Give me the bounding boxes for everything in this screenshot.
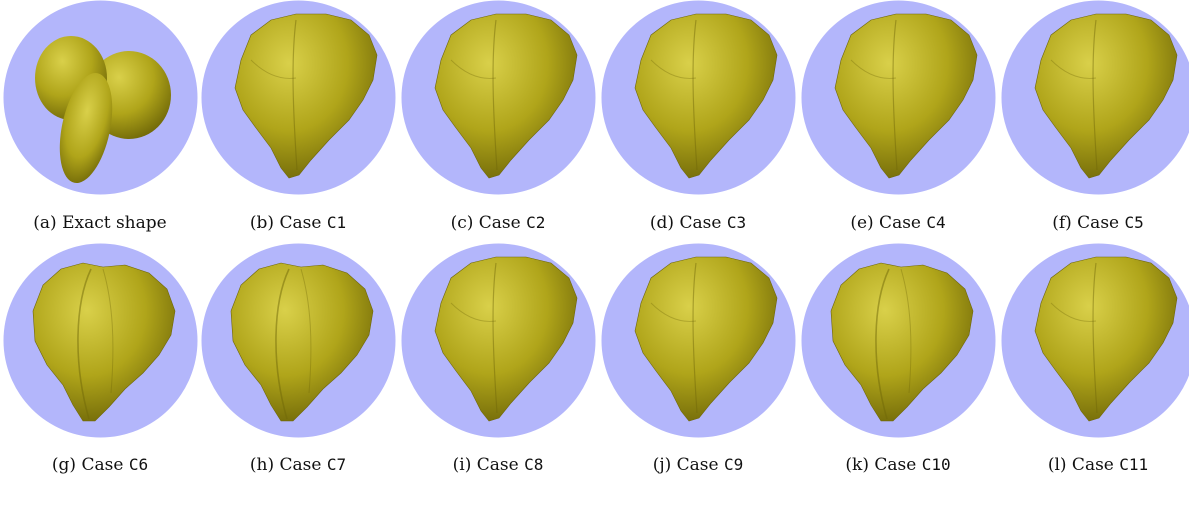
reconstructed-shape (634, 256, 778, 422)
panel-caption: (g) Case C6 (2, 455, 198, 475)
reconstructed-shape (434, 13, 578, 179)
render-image (1001, 0, 1189, 195)
panel-caption: (h) Case C7 (200, 455, 396, 475)
render-image (3, 243, 198, 438)
reconstructed-shape (834, 13, 978, 179)
caption-label: (l) Case (1047, 455, 1120, 475)
render-image (401, 243, 596, 438)
reconstructed-shape (1034, 13, 1178, 179)
render-image (601, 0, 796, 195)
caption-label: (k) Case (845, 455, 922, 475)
case-code: C8 (524, 455, 544, 474)
case-code: C2 (526, 213, 546, 232)
case-code: C7 (326, 455, 347, 474)
render-image (201, 0, 396, 195)
case-code: C4 (926, 213, 946, 232)
reconstructed-shape (1034, 256, 1178, 422)
panel-caption: (e) Case C4 (800, 213, 996, 233)
render-image (801, 243, 996, 438)
reconstructed-shape (32, 262, 176, 422)
caption-label: (c) Case (450, 213, 527, 233)
caption-label: (a) Exact shape (33, 213, 167, 233)
panel-caption: (d) Case C3 (600, 213, 796, 233)
reconstructed-shape (434, 256, 578, 422)
case-code: C11 (1119, 455, 1149, 474)
caption-label: (d) Case (649, 213, 727, 233)
caption-label: (j) Case (652, 455, 724, 475)
caption-label: (f) Case (1052, 213, 1125, 233)
panel-caption: (c) Case C2 (400, 213, 596, 233)
panel-caption: (f) Case C5 (1000, 213, 1189, 233)
render-image (601, 243, 796, 438)
case-code: C5 (1124, 213, 1144, 232)
render-image (1001, 243, 1189, 438)
panel-caption: (i) Case C8 (400, 455, 596, 475)
caption-label: (e) Case (850, 213, 927, 233)
panel-caption: (j) Case C9 (600, 455, 796, 475)
panel-caption: (b) Case C1 (200, 213, 396, 233)
case-code: C6 (128, 455, 149, 474)
caption-label: (i) Case (452, 455, 525, 475)
reconstructed-shape (230, 262, 374, 422)
exact-shape (35, 36, 171, 184)
render-image (801, 0, 996, 195)
case-code: C9 (724, 455, 744, 474)
reconstructed-shape (830, 262, 974, 422)
case-code: C10 (921, 455, 951, 474)
case-code: C1 (326, 213, 347, 232)
render-image (401, 0, 596, 195)
reconstructed-shape (634, 13, 778, 179)
panel-caption: (k) Case C10 (800, 455, 996, 475)
panel-caption: (a) Exact shape (2, 213, 198, 233)
render-image (201, 243, 396, 438)
caption-label: (g) Case (51, 455, 129, 475)
panel-caption: (l) Case C11 (1000, 455, 1189, 475)
reconstructed-shape (234, 13, 378, 179)
caption-label: (b) Case (249, 213, 327, 233)
caption-label: (h) Case (249, 455, 327, 475)
render-image (3, 0, 198, 195)
case-code: C3 (726, 213, 747, 232)
